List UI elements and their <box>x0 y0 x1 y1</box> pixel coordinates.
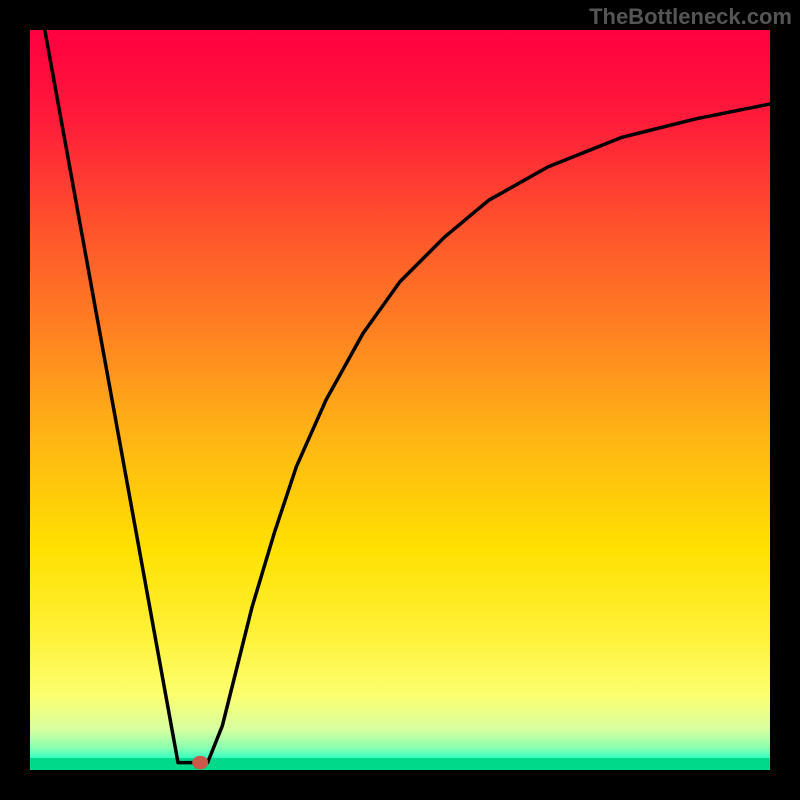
watermark-text: TheBottleneck.com <box>589 4 792 30</box>
chart-canvas <box>0 0 800 800</box>
valley-marker-dot <box>192 756 208 770</box>
gradient-bottom-band <box>30 758 770 770</box>
gradient-background <box>30 30 770 770</box>
chart-frame: TheBottleneck.com <box>0 0 800 800</box>
